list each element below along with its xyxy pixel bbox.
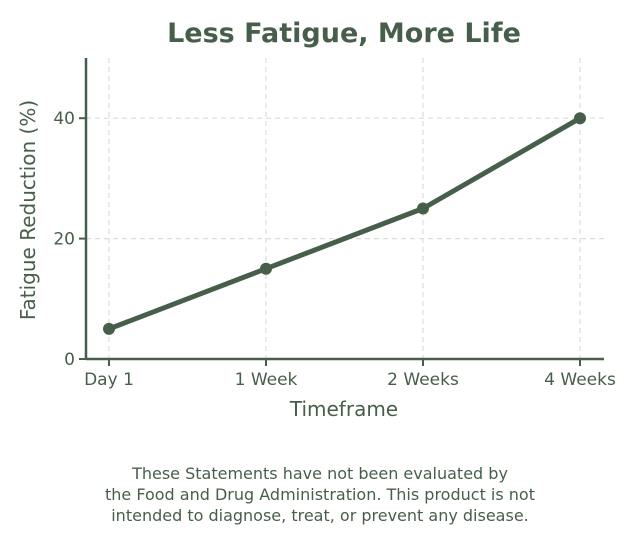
axes [84,58,604,361]
x-tick-label: 1 Week [235,370,298,390]
y-tick-label: 0 [64,350,75,370]
ticks: Day 1 1 Week 2 Weeks 4 Weeks 0 20 40 [53,109,616,390]
chart-title: Less Fatigue, More Life [167,18,521,49]
data-point [260,262,272,275]
x-tick-label: 4 Weeks [544,370,616,390]
disclaimer-line-3: intended to diagnose, treat, or prevent … [111,506,529,525]
x-tick-label: Day 1 [84,370,134,390]
line-chart: Less Fatigue, More Life Day 1 1 Week 2 Wee… [16,18,616,421]
data-point [103,322,115,335]
data-point [417,202,429,215]
y-tick-label: 20 [53,230,75,250]
series-line [106,115,583,332]
series [103,112,586,335]
data-point [574,112,586,125]
y-tick-label: 40 [53,109,75,129]
grid [86,58,604,359]
y-axis-label: Fatigue Reduction (%) [16,100,40,320]
disclaimer-line-2: the Food and Drug Administration. This p… [105,485,535,504]
x-tick-label: 2 Weeks [387,370,459,390]
x-axis-label: Timeframe [289,397,398,421]
fda-disclaimer: These Statements have not been evaluated… [0,463,640,526]
disclaimer-line-1: These Statements have not been evaluated… [132,464,508,483]
